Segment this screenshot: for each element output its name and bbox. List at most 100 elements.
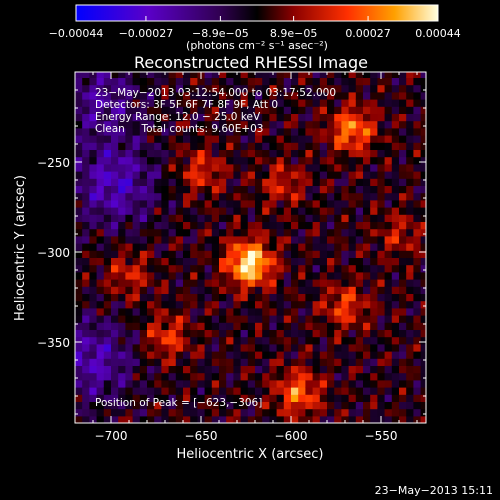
- heatmap-cell: [406, 401, 414, 410]
- heatmap-cell: [147, 207, 155, 215]
- heatmap-cell: [276, 408, 285, 417]
- heatmap-cell: [139, 243, 148, 251]
- heatmap-cell: [355, 408, 364, 417]
- heatmap-cell: [82, 257, 90, 266]
- heatmap-cell: [240, 401, 249, 410]
- heatmap-cell: [348, 358, 357, 366]
- heatmap-cell: [255, 322, 263, 330]
- heatmap-cell: [247, 365, 256, 374]
- heatmap-cell: [262, 178, 270, 186]
- heatmap-cell: [111, 91, 119, 100]
- heatmap-cell: [298, 307, 306, 316]
- heatmap-cell: [125, 343, 134, 352]
- y-axis-label: Heliocentric Y (arcsec): [13, 175, 28, 321]
- heatmap-cell: [168, 372, 177, 381]
- heatmap-cell: [175, 286, 184, 294]
- heatmap-cell: [276, 264, 285, 273]
- heatmap-cell: [219, 228, 227, 237]
- heatmap-cell: [204, 84, 213, 93]
- heatmap-cell: [161, 106, 170, 114]
- heatmap-cell: [298, 163, 306, 172]
- heatmap-cell: [384, 315, 393, 323]
- heatmap-cell: [377, 307, 386, 316]
- heatmap-cell: [391, 315, 400, 323]
- heatmap-cell: [413, 214, 422, 222]
- heatmap-cell: [103, 199, 112, 208]
- heatmap-cell: [118, 408, 126, 417]
- heatmap-cell: [276, 142, 285, 150]
- heatmap-cell: [103, 372, 112, 381]
- heatmap-cell: [363, 72, 371, 78]
- heatmap-cell: [147, 365, 155, 374]
- heatmap-cell: [319, 120, 328, 129]
- heatmap-cell: [348, 178, 357, 186]
- heatmap-cell: [420, 300, 426, 309]
- heatmap-cell: [89, 372, 98, 381]
- heatmap-cell: [183, 358, 191, 366]
- heatmap-cell: [233, 243, 242, 251]
- heatmap-cell: [406, 135, 414, 143]
- heatmap-cell: [161, 214, 170, 222]
- heatmap-cell: [355, 257, 364, 266]
- heatmap-cell: [161, 199, 170, 208]
- heatmap-cell: [291, 343, 299, 352]
- heatmap-cell: [154, 149, 162, 158]
- heatmap-cell: [161, 365, 170, 374]
- heatmap-cell: [240, 365, 249, 374]
- heatmap-cell: [355, 286, 364, 294]
- heatmap-cell: [341, 365, 350, 374]
- heatmap-cell: [312, 228, 321, 237]
- heatmap-cell: [154, 293, 162, 302]
- heatmap-cell: [341, 163, 350, 172]
- heatmap-cell: [420, 286, 426, 294]
- heatmap-cell: [240, 91, 249, 100]
- heatmap-cell: [204, 329, 213, 338]
- heatmap-cell: [262, 91, 270, 100]
- heatmap-cell: [190, 113, 198, 122]
- heatmap-cell: [334, 343, 342, 352]
- heatmap-cell: [197, 264, 206, 273]
- heatmap-cell: [370, 149, 378, 158]
- heatmap-cell: [247, 336, 256, 345]
- heatmap-cell: [269, 264, 278, 273]
- heatmap-cell: [139, 387, 148, 395]
- heatmap-cell: [298, 149, 306, 158]
- heatmap-cell: [355, 127, 364, 136]
- heatmap-cell: [111, 221, 119, 230]
- heatmap-cell: [399, 264, 407, 273]
- heatmap-cell: [298, 113, 306, 122]
- heatmap-cell: [283, 264, 292, 273]
- heatmap-cell: [118, 379, 126, 388]
- heatmap-cell: [89, 135, 98, 143]
- colorbar-tick-label: −0.00044: [49, 27, 104, 40]
- heatmap-cell: [154, 77, 162, 86]
- annotation-peak: Position of Peak = [−623,−306]: [95, 397, 262, 409]
- heatmap-cell: [89, 358, 98, 366]
- heatmap-cell: [211, 286, 220, 294]
- heatmap-cell: [204, 185, 213, 194]
- heatmap-cell: [125, 387, 134, 395]
- heatmap-cell: [197, 207, 206, 215]
- heatmap-cell: [168, 77, 177, 86]
- heatmap-cell: [111, 243, 119, 251]
- heatmap-cell: [305, 171, 314, 179]
- heatmap-cell: [305, 199, 314, 208]
- heatmap-cell: [197, 99, 206, 107]
- annotation-method-counts: Clean Total counts: 9.60E+03: [95, 123, 264, 135]
- heatmap-cell: [334, 135, 342, 143]
- heatmap-cell: [111, 113, 119, 122]
- heatmap-cell: [327, 243, 335, 251]
- heatmap-cell: [96, 199, 105, 208]
- heatmap-cell: [161, 315, 170, 323]
- heatmap-cell: [276, 120, 285, 129]
- heatmap-cell: [147, 394, 155, 402]
- heatmap-cell: [103, 379, 112, 388]
- heatmap-cell: [348, 336, 357, 345]
- heatmap-cell: [298, 264, 306, 273]
- heatmap-cell: [219, 142, 227, 150]
- heatmap-cell: [384, 322, 393, 330]
- heatmap-cell: [262, 329, 270, 338]
- heatmap-cell: [391, 343, 400, 352]
- heatmap-cell: [262, 286, 270, 294]
- heatmap-cell: [341, 351, 350, 359]
